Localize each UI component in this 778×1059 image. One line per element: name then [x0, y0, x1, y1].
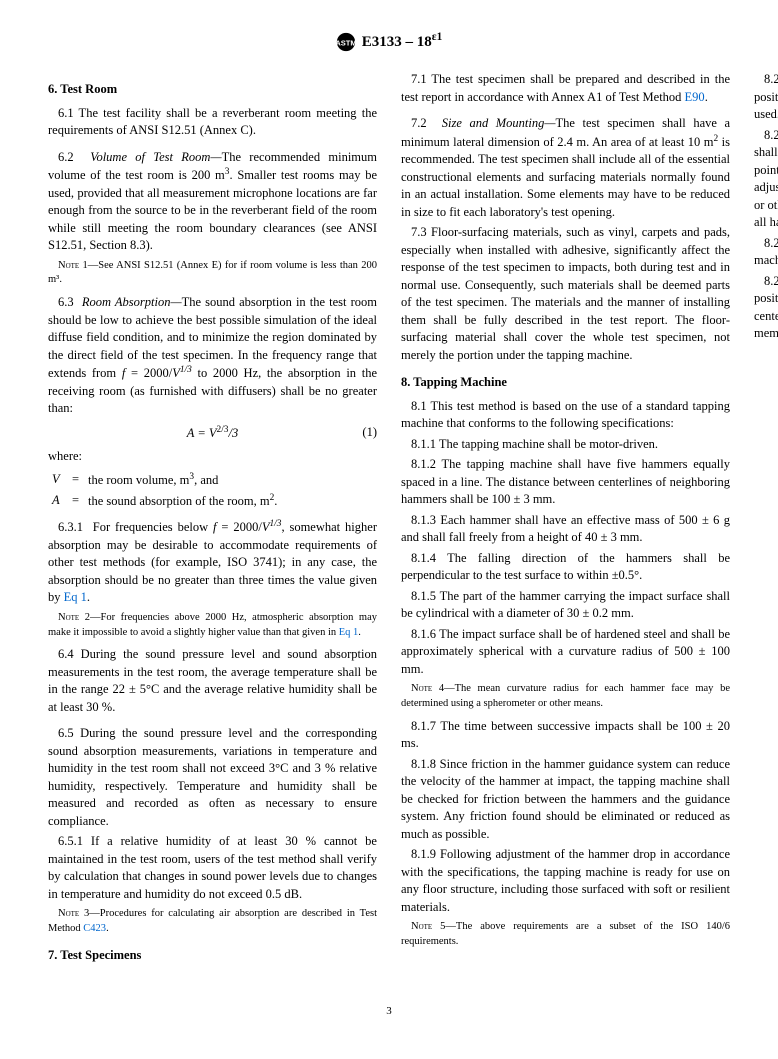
c423-link[interactable]: C423: [83, 923, 106, 934]
p-8-1-2: 8.1.2 The tapping machine shall have fiv…: [401, 456, 730, 509]
p-8-1-3: 8.1.3 Each hammer shall have an effectiv…: [401, 512, 730, 547]
p-8-1-1: 8.1.1 The tapping machine shall be motor…: [401, 436, 730, 454]
equation-1: A = V2/3/3 (1): [48, 424, 377, 443]
e90-link[interactable]: E90: [685, 90, 705, 104]
designation-text: E3133 – 18ε1: [362, 30, 442, 53]
p-7-2: 7.2 Size and Mounting—The test specimen …: [401, 115, 730, 221]
p-6-5-1: 6.5.1 If a relative humidity of at least…: [48, 833, 377, 903]
where-block: where: V = the room volume, m3, and A = …: [48, 448, 377, 512]
note-5: Note 5—The above requirements are a subs…: [401, 920, 730, 949]
page-header: ASTM E3133 – 18ε1: [48, 30, 730, 53]
p-8-1-5: 8.1.5 The part of the hammer carrying th…: [401, 588, 730, 623]
p-8-2-2: 8.2.2 Position 2—Same as position 1, exc…: [754, 235, 778, 270]
p-6-5: 6.5 During the sound pressure level and …: [48, 725, 377, 830]
p-8-2: 8.2 Tapping Machine Positions—The tappin…: [754, 71, 778, 124]
p-6-2: 6.2 Volume of Test Room—The recommended …: [48, 149, 377, 255]
astm-logo: ASTM: [336, 32, 356, 52]
section-7-title: 7. Test Specimens: [48, 947, 377, 965]
p-7-1: 7.1 The test specimen shall be prepared …: [401, 71, 730, 106]
note-2: Note 2—For frequencies above 2000 Hz, at…: [48, 611, 377, 640]
p-8-2-3: 8.2.3 Position 3—Displace the tapping ma…: [754, 273, 778, 343]
eq1-link[interactable]: Eq 1: [64, 590, 87, 604]
p-6-1: 6.1 The test facility shall be a reverbe…: [48, 105, 377, 140]
p-8-2-1: 8.2.1 Position 1—The middle hammer of th…: [754, 127, 778, 232]
section-8-title: 8. Tapping Machine: [401, 374, 730, 392]
p-8-1-4: 8.1.4 The falling direction of the hamme…: [401, 550, 730, 585]
p-8-1-7: 8.1.7 The time between successive impact…: [401, 718, 730, 753]
p-6-4: 6.4 During the sound pressure level and …: [48, 646, 377, 716]
p-8-1: 8.1 This test method is based on the use…: [401, 398, 730, 433]
note-1: Note 1—See ANSI S12.51 (Annex E) for if …: [48, 259, 377, 288]
p-7-3: 7.3 Floor-surfacing materials, such as v…: [401, 224, 730, 364]
p-6-3: 6.3 Room Absorption—The sound absorption…: [48, 294, 377, 418]
svg-text:ASTM: ASTM: [336, 38, 356, 47]
p-8-1-8: 8.1.8 Since friction in the hammer guida…: [401, 756, 730, 844]
note-4: Note 4—The mean curvature radius for eac…: [401, 682, 730, 711]
p-8-1-6: 8.1.6 The impact surface shall be of har…: [401, 626, 730, 679]
p-6-3-1: 6.3.1 For frequencies below f = 2000/V1/…: [48, 518, 377, 607]
p-8-1-9: 8.1.9 Following adjustment of the hammer…: [401, 846, 730, 916]
page-number: 3: [48, 1004, 730, 1019]
eq1-link-2[interactable]: Eq 1: [339, 627, 359, 638]
note-3: Note 3—Procedures for calculating air ab…: [48, 907, 377, 936]
two-column-body: 6. Test Room 6.1 The test facility shall…: [48, 71, 730, 986]
section-6-title: 6. Test Room: [48, 81, 377, 99]
